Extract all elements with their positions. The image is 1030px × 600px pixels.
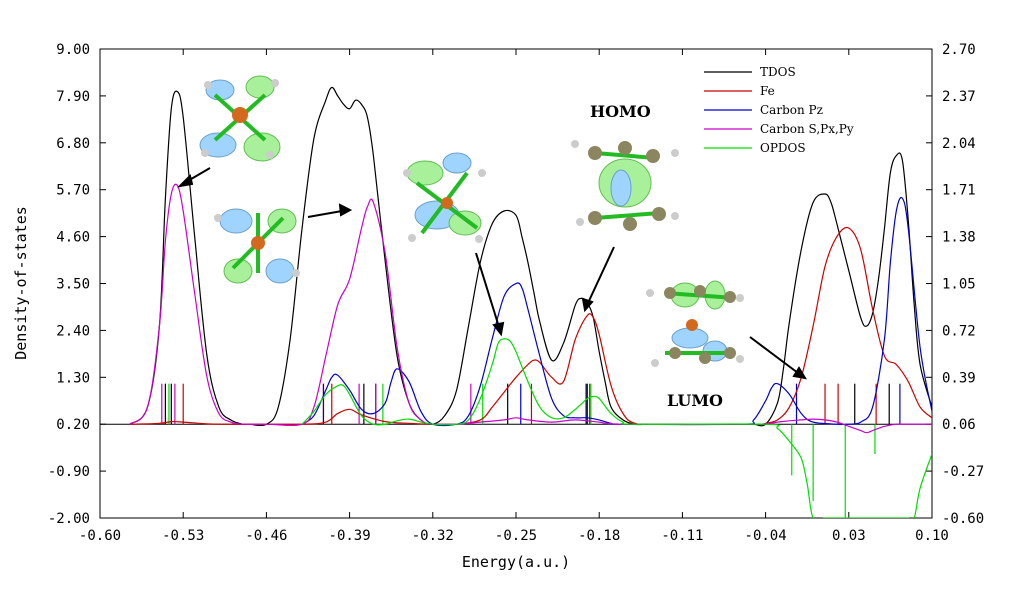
y-axis-label: Density-of-states [12, 206, 30, 360]
x-tick-label: -0.18 [578, 528, 620, 544]
legend: TDOS Fe Carbon Pz Carbon S,Px,Py OPDOS [704, 65, 854, 155]
y2-tick-label: 1.38 [942, 230, 976, 246]
molecule-image-1 [199, 75, 281, 162]
y2-tick-label: 0.72 [942, 323, 976, 339]
y-tick-label: 3.50 [56, 277, 90, 293]
y2-tick-label: 1.71 [942, 183, 976, 199]
series-line-carbon-pz [301, 196, 932, 427]
molecule-image-2 [214, 208, 300, 284]
y2-tick-label: 2.04 [942, 136, 976, 152]
x-tick-label: -0.11 [661, 528, 703, 544]
y-tick-label: -0.90 [48, 464, 90, 480]
x-tick-label: -0.32 [412, 528, 454, 544]
molecule-image-lumo [646, 280, 744, 367]
legend-label: Fe [760, 84, 775, 98]
lumo-label: LUMO [667, 391, 723, 410]
x-tick-label: -0.53 [162, 528, 204, 544]
y2-tick-label: 1.05 [942, 277, 976, 293]
y-tick-label: 4.60 [56, 230, 90, 246]
y-tick-label: 5.70 [56, 183, 90, 199]
y2-tick-label: 0.06 [942, 417, 976, 433]
y2-tick-label: -0.60 [942, 511, 984, 527]
legend-label: Carbon Pz [760, 103, 823, 117]
x-tick-label: -0.25 [495, 528, 537, 544]
x-tick-label: -0.60 [79, 528, 121, 544]
molecule-image-3 [403, 152, 486, 243]
y-tick-label: 2.40 [56, 323, 90, 339]
molecule-image-homo [571, 140, 679, 231]
y-tick-label: -2.00 [48, 511, 90, 527]
series-line-carbon-s-px-py [129, 183, 932, 434]
y-tick-label: 0.20 [56, 417, 90, 433]
series-line-fe [129, 226, 932, 426]
y-tick-label: 1.30 [56, 370, 90, 386]
x-tick-label: -0.04 [745, 528, 787, 544]
x-tick-label: -0.46 [245, 528, 287, 544]
legend-label: Carbon S,Px,Py [760, 122, 854, 136]
y-tick-label: 7.90 [56, 89, 90, 105]
x-axis-label: Energy(a.u.) [462, 553, 570, 571]
y2-tick-label: 2.70 [942, 42, 976, 58]
x-tick-label: -0.39 [329, 528, 371, 544]
x-tick-label: 0.10 [915, 528, 949, 544]
legend-label: OPDOS [760, 141, 806, 155]
x-tick-label: 0.03 [832, 528, 866, 544]
y-tick-label: 9.00 [56, 42, 90, 58]
annotation-arrows [177, 167, 807, 380]
y2-tick-label: 2.37 [942, 89, 976, 105]
y2-tick-label: -0.27 [942, 464, 984, 480]
homo-label: HOMO [590, 102, 651, 121]
y-tick-label: 6.80 [56, 136, 90, 152]
y2-tick-label: 0.39 [942, 370, 976, 386]
legend-label: TDOS [760, 65, 796, 79]
series-line-opdos [301, 338, 932, 518]
series-line-tdos [129, 86, 932, 427]
